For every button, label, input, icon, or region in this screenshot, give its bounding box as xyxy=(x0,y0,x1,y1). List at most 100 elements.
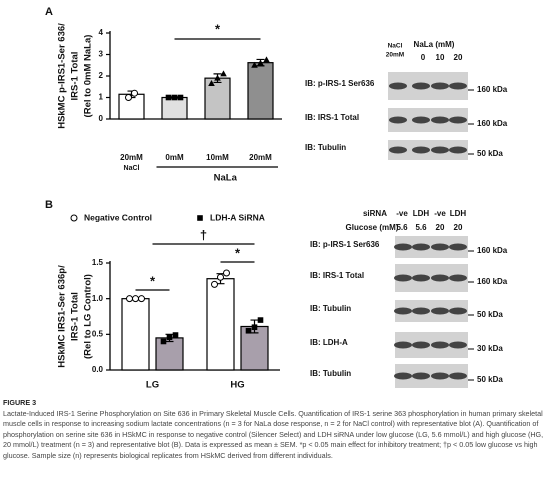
data-point xyxy=(223,269,230,277)
blot-row-label: IB: p-IRS-1 Ser636 xyxy=(310,240,380,249)
blot-header: 10 xyxy=(436,53,445,62)
bar xyxy=(161,96,188,120)
blot-row-label: IB: Tubulin xyxy=(305,143,346,152)
data-point xyxy=(257,59,264,66)
blot-header: 5.6 xyxy=(396,223,408,232)
blot-row-label: IB: p-IRS-1 Ser636 xyxy=(305,79,375,88)
x-tick-label: 0mM xyxy=(165,153,184,162)
blot-row-label: IB: Tubulin xyxy=(310,304,351,313)
blot-band xyxy=(389,116,407,124)
significance-mark: * xyxy=(235,245,241,260)
blot-band xyxy=(389,146,407,154)
data-point xyxy=(208,80,215,87)
blot-size-label: 160 kDa xyxy=(477,246,508,255)
blot-band xyxy=(431,307,449,315)
y-tick-label: 0 xyxy=(99,114,104,123)
y-tick-label: 1.0 xyxy=(92,294,104,303)
data-point xyxy=(214,74,221,81)
data-point xyxy=(257,317,264,323)
blot-band xyxy=(449,341,467,349)
figure-label: FIGURE 3 xyxy=(3,398,37,407)
blot-row-label: IB: Tubulin xyxy=(310,369,351,378)
legend-label: Negative Control xyxy=(84,212,152,222)
group-label: NaLa xyxy=(214,173,238,184)
blot-band xyxy=(394,307,412,315)
data-point xyxy=(220,70,227,77)
blot-band xyxy=(449,243,467,251)
blot-band xyxy=(449,274,467,282)
data-point xyxy=(251,61,258,68)
x-tick-label: LG xyxy=(146,380,159,391)
blot-row-label: IB: LDH-A xyxy=(310,338,348,347)
x-tick-note: NaCl xyxy=(124,165,140,172)
blot-band xyxy=(431,372,449,380)
blot-header: 20 xyxy=(454,223,463,232)
bar xyxy=(206,278,235,371)
significance-mark: † xyxy=(200,227,207,242)
blot-band xyxy=(431,274,449,282)
blot-band xyxy=(412,82,430,90)
y-tick-label: 2 xyxy=(99,71,104,80)
blot-header: 0 xyxy=(421,53,426,62)
x-tick-label: 20mM xyxy=(120,153,143,162)
blot-size-label: 50 kDa xyxy=(477,310,503,319)
blot-band xyxy=(412,341,430,349)
legend-label: LDH-A SiRNA xyxy=(210,212,265,222)
significance-mark: * xyxy=(150,273,156,288)
blot-size-label: 30 kDa xyxy=(477,344,503,353)
data-point xyxy=(171,94,178,101)
legend-marker xyxy=(197,215,203,221)
x-tick-label: HG xyxy=(230,380,244,391)
y-tick-label: 0.5 xyxy=(92,329,104,338)
significance-mark: * xyxy=(215,21,221,36)
blot-size-label: 160 kDa xyxy=(477,277,508,286)
blot-band xyxy=(431,341,449,349)
blot-header: 20mM xyxy=(386,52,404,59)
y-axis-label: HSkMC p-IRS1-Ser 636/ xyxy=(57,23,68,129)
y-axis-label: IRS-1 Total xyxy=(70,52,81,101)
x-tick-label: 20mM xyxy=(249,153,272,162)
y-tick-label: 4 xyxy=(99,28,104,37)
blot-header: 20 xyxy=(436,223,445,232)
caption-block: FIGURE 3 Lactate-Induced IRS-1 Serine Ph… xyxy=(3,398,551,462)
y-tick-label: 3 xyxy=(99,50,104,59)
blot-band xyxy=(449,372,467,380)
x-tick-label: 10mM xyxy=(206,153,229,162)
data-point xyxy=(172,332,179,338)
bar xyxy=(155,337,184,371)
data-point xyxy=(131,89,138,97)
blot-size-label: 50 kDa xyxy=(477,375,503,384)
data-point xyxy=(245,327,252,334)
blot-size-label: 50 kDa xyxy=(477,149,503,158)
y-axis-label: IRS-1 Total xyxy=(70,292,81,341)
blot-band xyxy=(412,307,430,315)
y-axis-label: (Rel to 0mM NaLa) xyxy=(83,35,94,118)
panel-label: A xyxy=(45,6,53,18)
blot-band xyxy=(449,82,467,90)
y-tick-label: 1 xyxy=(99,93,104,102)
data-point xyxy=(217,273,224,281)
blot-header: NaCl xyxy=(388,43,403,50)
blot-band xyxy=(394,372,412,380)
blot-band xyxy=(412,372,430,380)
blot-band xyxy=(449,307,467,315)
y-axis-label: (Rel to LG Control) xyxy=(83,274,94,359)
bar xyxy=(204,77,231,120)
data-point xyxy=(126,295,133,303)
data-point xyxy=(211,280,218,288)
y-axis-label: HSkMC IRS1-Ser 636p/ xyxy=(57,265,68,368)
data-point xyxy=(166,334,173,340)
blot-band xyxy=(389,82,407,90)
blot-band xyxy=(412,243,430,251)
bar xyxy=(247,62,274,120)
data-point xyxy=(132,295,139,303)
blot-band xyxy=(431,243,449,251)
legend-marker xyxy=(70,214,78,222)
blot-band xyxy=(412,146,430,154)
blot-band xyxy=(431,116,449,124)
data-point xyxy=(138,295,145,303)
bar xyxy=(240,325,269,371)
blot-header: NaLa (mM) xyxy=(414,40,455,49)
